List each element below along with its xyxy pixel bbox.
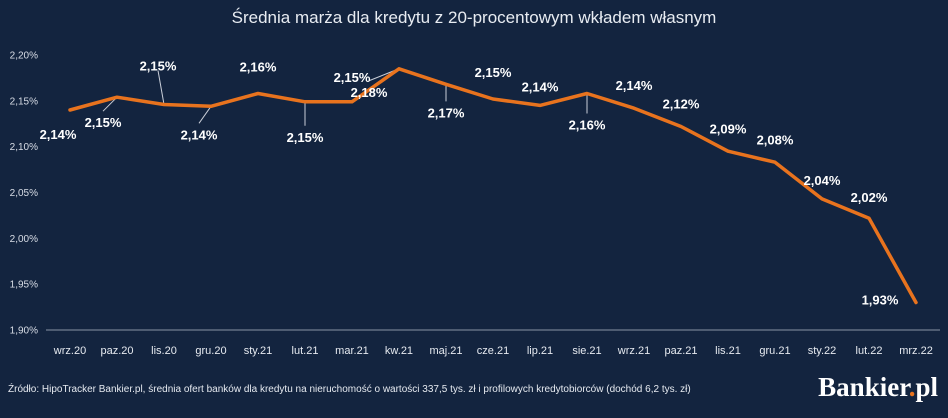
data-label: 2,14%: [522, 79, 559, 94]
data-label: 2,18%: [351, 85, 388, 100]
x-tick-label: sie.21: [572, 345, 601, 357]
data-label: 2,12%: [663, 97, 700, 112]
y-tick-label: 1,90%: [10, 326, 38, 337]
data-label: 2,15%: [475, 65, 512, 80]
y-tick-label: 2,00%: [10, 234, 38, 245]
data-label: 2,14%: [616, 78, 653, 93]
x-tick-label: paz.20: [100, 345, 133, 357]
brand-logo: Bankier.pl: [818, 372, 938, 403]
x-tick-label: mar.21: [335, 345, 369, 357]
data-label: 2,14%: [40, 127, 77, 142]
data-label: 2,04%: [804, 173, 841, 188]
x-tick-label: mrz.22: [899, 345, 933, 357]
data-label: 2,08%: [757, 132, 794, 147]
x-tick-label: lip.21: [527, 345, 553, 357]
x-tick-label: cze.21: [477, 345, 509, 357]
data-label: 2,15%: [85, 115, 122, 130]
source-note: Źródło: HipoTracker Bankier.pl, średnia …: [8, 384, 691, 395]
data-label: 2,14%: [181, 127, 218, 142]
x-tick-label: lis.21: [715, 345, 741, 357]
data-label: 2,17%: [428, 105, 465, 120]
x-tick-label: maj.21: [429, 345, 462, 357]
data-label: 2,15%: [287, 130, 324, 145]
x-tick-label: gru.20: [195, 345, 226, 357]
data-label: 1,93%: [862, 293, 899, 308]
x-tick-label: gru.21: [759, 345, 790, 357]
chart-title: Średnia marża dla kredytu z 20-procentow…: [231, 8, 717, 27]
data-label: 2,16%: [240, 60, 277, 75]
y-tick-label: 2,10%: [10, 142, 38, 153]
x-tick-label: sty.22: [808, 345, 837, 357]
data-label: 2,15%: [140, 59, 177, 74]
data-label: 2,15%: [334, 70, 371, 85]
label-leader-line: [157, 70, 165, 105]
data-label: 2,16%: [569, 118, 606, 133]
y-tick-label: 2,15%: [10, 96, 38, 107]
x-tick-label: lut.22: [856, 345, 883, 357]
x-tick-label: kw.21: [385, 345, 413, 357]
y-tick-label: 1,95%: [10, 280, 38, 291]
label-leader-line: [198, 106, 212, 124]
x-tick-label: lis.20: [151, 345, 177, 357]
data-label: 2,09%: [710, 121, 747, 136]
x-tick-label: sty.21: [244, 345, 273, 357]
logo-main: Bankier: [818, 372, 909, 402]
series-line: [68, 67, 918, 305]
logo-suffix: pl: [915, 372, 938, 402]
logo-dot: .: [908, 372, 916, 402]
x-tick-label: wrz.21: [617, 345, 650, 357]
data-label: 2,02%: [851, 190, 888, 205]
x-tick-label: lut.21: [292, 345, 319, 357]
x-tick-label: paz.21: [664, 345, 697, 357]
y-tick-label: 2,05%: [10, 188, 38, 199]
x-tick-label: wrz.20: [53, 345, 86, 357]
y-tick-label: 2,20%: [10, 51, 38, 62]
